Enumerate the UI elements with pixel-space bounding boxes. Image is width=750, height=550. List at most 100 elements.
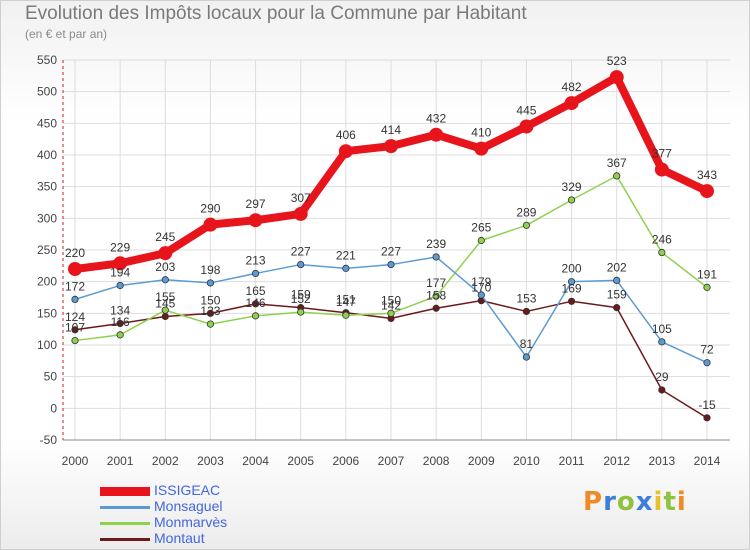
logo-letter: r <box>603 487 617 517</box>
data-label-monsaguel: 72 <box>700 343 714 357</box>
data-point-montaut <box>206 309 215 317</box>
axes: -50 0 50 100 150 200 250 300 350 400 450 500 550 2000… <box>37 53 730 468</box>
data-label-montaut: 150 <box>200 293 220 307</box>
data-label-monmarves: 152 <box>291 292 311 306</box>
data-point-monmarves <box>251 312 260 320</box>
y-tick-label: 350 <box>37 180 57 194</box>
x-tick-label: 2013 <box>649 454 676 468</box>
data-point-monsaguel <box>658 338 666 346</box>
x-tick-label: 2011 <box>559 454 585 468</box>
data-point-monmarves <box>206 320 215 328</box>
data-point-montaut <box>71 326 79 334</box>
data-point-issigeac <box>700 184 714 199</box>
data-label-montaut: 158 <box>426 288 446 302</box>
data-point-montaut <box>567 297 576 305</box>
data-point-issigeac <box>564 96 579 111</box>
data-point-monsaguel <box>297 260 305 269</box>
x-tick-label: 2004 <box>242 454 269 468</box>
legend-label-montaut: Montaut <box>154 530 205 546</box>
data-point-issigeac <box>113 256 128 271</box>
x-tick-label: 2005 <box>287 454 314 468</box>
data-label-monsaguel: 198 <box>200 263 220 277</box>
data-label-issigeac: 290 <box>200 202 220 216</box>
data-point-monsaguel <box>567 278 576 286</box>
data-label-monmarves: 367 <box>607 156 627 170</box>
y-tick-label: 100 <box>37 338 57 352</box>
data-point-montaut <box>116 319 124 328</box>
logo-letter: x <box>635 487 654 517</box>
logo-letter: i <box>653 487 664 517</box>
data-point-monmarves <box>613 172 621 180</box>
data-label-monsaguel: 194 <box>110 265 130 279</box>
data-point-issigeac <box>384 139 398 154</box>
x-tick-label: 2007 <box>378 454 405 468</box>
legend-swatch-montaut <box>100 538 150 541</box>
data-label-montaut: 153 <box>516 291 536 305</box>
data-label-issigeac: 220 <box>65 246 85 260</box>
data-label-monmarves: 265 <box>471 221 491 235</box>
data-label-montaut: 151 <box>336 293 356 307</box>
data-point-issigeac <box>68 262 82 276</box>
y-tick-label: 400 <box>37 148 57 162</box>
x-tick-label: 2001 <box>107 454 134 468</box>
data-point-monsaguel <box>522 353 531 361</box>
data-point-issigeac <box>338 144 353 159</box>
data-point-monsaguel <box>432 253 440 261</box>
data-label-monsaguel: 202 <box>607 260 627 274</box>
data-label-monsaguel: 203 <box>155 260 175 274</box>
legend-item-issigeac: ISSIGEAC <box>100 482 320 500</box>
y-tick-label: 150 <box>37 306 57 320</box>
series-layer <box>68 70 714 422</box>
data-label-monsaguel: 227 <box>381 245 401 259</box>
y-tick-label: 250 <box>37 243 57 257</box>
data-point-montaut <box>613 304 621 312</box>
x-tick-label: 2000 <box>62 454 89 468</box>
data-label-issigeac: 482 <box>562 80 582 94</box>
data-label-montaut: 165 <box>246 284 266 298</box>
data-point-monsaguel <box>116 281 124 290</box>
data-label-monsaguel: 227 <box>291 245 311 259</box>
legend-swatch-monsaguel <box>100 506 150 509</box>
data-label-monsaguel: 105 <box>652 322 672 336</box>
data-point-monsaguel <box>161 276 169 284</box>
x-tick-label: 2002 <box>152 454 179 468</box>
data-label-issigeac: 410 <box>471 126 491 140</box>
data-point-monmarves <box>477 236 485 245</box>
logo-letter: i <box>676 487 687 517</box>
x-tick-label: 2012 <box>603 454 630 468</box>
data-label-monmarves: 150 <box>381 293 401 307</box>
chart-subtitle: (en € et par an) <box>25 27 108 41</box>
series-monsaguel <box>71 253 711 367</box>
data-label-issigeac: 377 <box>652 147 672 161</box>
data-point-montaut <box>251 300 260 308</box>
legend-label-monmarves: Monmarvès <box>154 514 228 530</box>
data-label-monmarves: 289 <box>516 205 536 219</box>
data-point-monmarves <box>71 336 79 345</box>
legend-item-monsaguel: Monsaguel <box>100 498 320 516</box>
y-tick-label: 50 <box>44 370 58 384</box>
data-label-monsaguel: 213 <box>246 253 266 267</box>
data-point-issigeac <box>203 217 218 232</box>
data-label-monmarves: 329 <box>562 180 582 194</box>
data-label-monmarves: 146 <box>246 296 266 310</box>
proxiti-logo: Proxiti <box>583 487 687 517</box>
data-point-monsaguel <box>71 295 79 303</box>
legend-swatch-issigeac <box>100 487 150 496</box>
legend-swatch-monmarves <box>100 522 150 525</box>
data-point-montaut <box>161 312 169 321</box>
data-label-issigeac: 307 <box>291 191 311 205</box>
y-tick-label: 550 <box>37 53 57 67</box>
data-label-monsaguel: 239 <box>426 237 446 251</box>
data-point-monmarves <box>522 221 531 229</box>
data-label-monmarves: 155 <box>155 290 175 304</box>
data-label-monmarves: 107 <box>65 321 85 335</box>
data-point-issigeac <box>519 119 534 134</box>
data-label-montaut: 134 <box>110 303 130 317</box>
legend: ISSIGEAC Monsaguel Monmarvès Montaut <box>100 482 320 548</box>
data-labels: 124 134 145 150 165 159 151 142 158 170 153 169 159 2… <box>65 54 717 412</box>
data-point-issigeac <box>474 141 489 156</box>
legend-label-issigeac: ISSIGEAC <box>154 482 221 498</box>
data-point-issigeac <box>158 246 173 261</box>
data-point-monmarves <box>387 309 395 317</box>
